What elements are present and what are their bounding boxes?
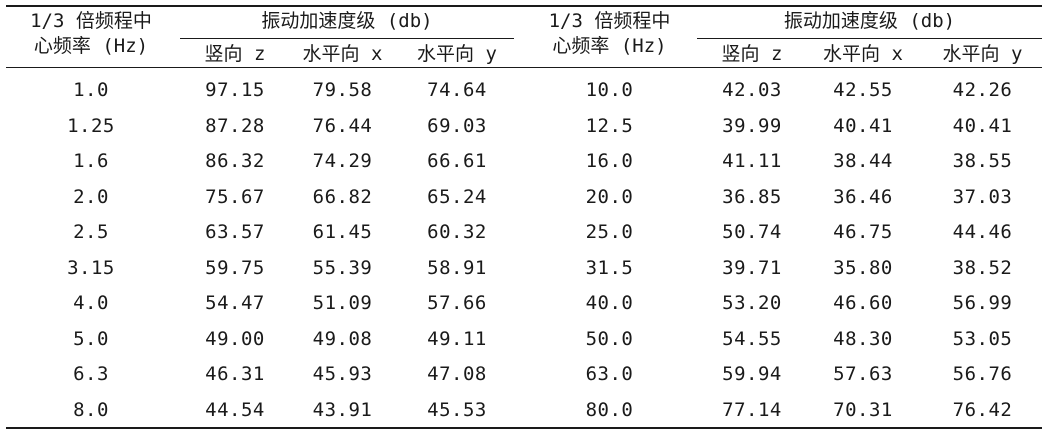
right-y-cell: 37.03 [952,186,1013,208]
left-freq-cell: 2.5 [73,221,109,243]
right-col-horizontal-y: 水平向 y [942,43,1023,65]
right-y-cell: 40.41 [952,115,1013,137]
left-y-cell: 65.24 [427,186,487,208]
right-x-cell: 70.31 [833,399,893,421]
left-freq-cell: 2.0 [73,186,109,208]
left-z-cell: 54.47 [205,292,265,314]
right-freq-cell: 63.0 [585,363,634,385]
left-col-horizontal-y: 水平向 y [417,43,497,65]
right-z-cell: 53.20 [722,292,782,314]
left-z-cell: 44.54 [205,399,265,421]
right-freq-cell: 16.0 [585,150,634,172]
right-x-cell: 57.63 [833,363,893,385]
right-y-cell: 76.42 [952,399,1013,421]
right-freq-header-line2: 心频率 (Hz) [552,35,667,57]
left-y-cell: 57.66 [427,292,487,314]
right-y-cell: 56.99 [952,292,1013,314]
right-y-cell: 44.46 [952,221,1013,243]
left-z-cell: 49.00 [205,328,265,350]
left-y-cell: 66.61 [427,150,487,172]
left-y-cell: 49.11 [427,328,487,350]
left-freq-cell: 1.6 [73,150,109,172]
right-group-underline [697,38,1042,39]
left-freq-header-line1: 1/3 倍频程中 [30,10,152,32]
left-z-cell: 63.57 [205,221,265,243]
left-x-cell: 76.44 [312,115,373,137]
right-freq-cell: 50.0 [585,328,634,350]
right-x-cell: 35.80 [833,257,893,279]
left-freq-cell: 1.0 [73,79,109,101]
right-freq-cell: 40.0 [585,292,634,314]
right-col-vertical-z: 竖向 z [721,43,783,65]
left-z-cell: 86.32 [205,150,265,172]
left-z-cell: 46.31 [205,363,265,385]
left-freq-header-line2: 心频率 (Hz) [33,35,149,57]
left-freq-cell: 6.3 [73,363,109,385]
table-header-rule [6,67,1042,68]
left-y-cell: 58.91 [427,257,487,279]
right-freq-cell: 25.0 [585,221,634,243]
left-freq-cell: 1.25 [67,115,115,137]
left-x-cell: 49.08 [312,328,373,350]
left-y-cell: 74.64 [427,79,487,101]
left-x-cell: 66.82 [312,186,373,208]
left-col-vertical-z: 竖向 z [204,43,266,65]
right-y-cell: 53.05 [952,328,1013,350]
left-freq-cell: 3.15 [67,257,115,279]
right-x-cell: 46.60 [833,292,893,314]
right-freq-cell: 31.5 [585,257,634,279]
left-x-cell: 51.09 [312,292,373,314]
right-x-cell: 40.41 [833,115,893,137]
left-group-header: 振动加速度级 (db) [261,10,433,32]
right-y-cell: 56.76 [952,363,1013,385]
right-x-cell: 42.55 [833,79,893,101]
right-col-horizontal-x: 水平向 x [823,43,903,65]
right-freq-cell: 10.0 [585,79,634,101]
left-z-cell: 97.15 [205,79,265,101]
left-x-cell: 55.39 [312,257,373,279]
right-x-cell: 48.30 [833,328,893,350]
left-y-cell: 60.32 [427,221,487,243]
right-z-cell: 77.14 [722,399,782,421]
right-z-cell: 39.71 [722,257,782,279]
right-z-cell: 54.55 [722,328,782,350]
right-freq-header-line1: 1/3 倍频程中 [548,10,671,32]
right-z-cell: 50.74 [722,221,782,243]
left-y-cell: 45.53 [427,399,487,421]
left-x-cell: 61.45 [312,221,373,243]
left-x-cell: 45.93 [312,363,373,385]
right-freq-cell: 12.5 [585,115,634,137]
right-z-cell: 36.85 [722,186,782,208]
left-freq-cell: 8.0 [73,399,109,421]
left-z-cell: 59.75 [205,257,265,279]
left-y-cell: 69.03 [427,115,487,137]
right-y-cell: 42.26 [952,79,1013,101]
table-top-rule [6,5,1042,7]
right-z-cell: 39.99 [722,115,782,137]
left-group-underline [180,38,514,39]
left-y-cell: 47.08 [427,363,487,385]
left-x-cell: 43.91 [312,399,373,421]
right-freq-cell: 80.0 [585,399,634,421]
right-x-cell: 46.75 [833,221,893,243]
left-freq-cell: 4.0 [73,292,109,314]
left-x-cell: 79.58 [312,79,373,101]
left-col-horizontal-x: 水平向 x [302,43,383,65]
right-z-cell: 42.03 [722,79,782,101]
right-y-cell: 38.52 [952,257,1013,279]
right-x-cell: 38.44 [833,150,893,172]
left-z-cell: 75.67 [205,186,265,208]
right-group-header: 振动加速度级 (db) [783,10,956,32]
right-z-cell: 41.11 [722,150,782,172]
left-freq-cell: 5.0 [73,328,109,350]
left-z-cell: 87.28 [205,115,265,137]
table-bottom-rule [6,427,1042,429]
left-x-cell: 74.29 [312,150,373,172]
right-y-cell: 38.55 [952,150,1013,172]
right-x-cell: 36.46 [833,186,893,208]
right-freq-cell: 20.0 [585,186,634,208]
right-z-cell: 59.94 [722,363,782,385]
